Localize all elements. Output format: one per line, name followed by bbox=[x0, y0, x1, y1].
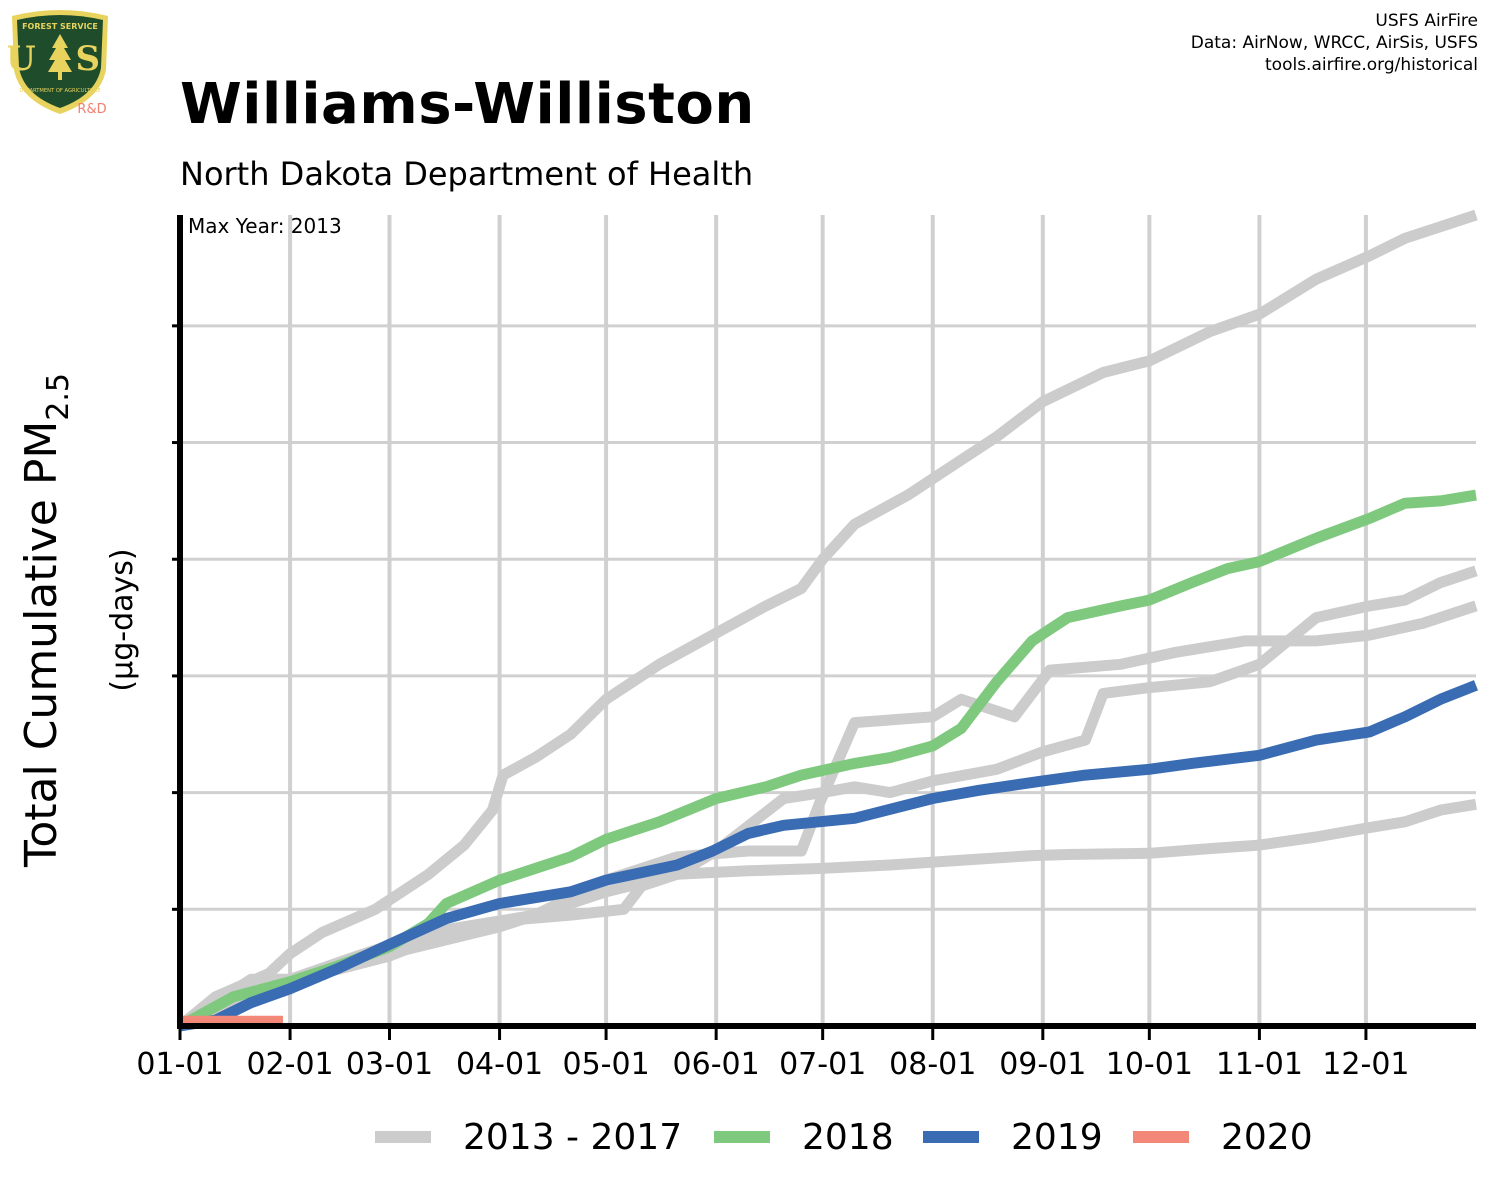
series-line-2013-2017 bbox=[177, 565, 1478, 1032]
y-axis-subscript: 2.5 bbox=[41, 373, 76, 421]
usfs-logo: FOREST SERVICE U S DEPARTMENT OF AGRICUL… bbox=[8, 10, 108, 117]
legend-item-2018: 2018 bbox=[714, 1112, 894, 1162]
y-axis-title: Total Cumulative PM2.5 bbox=[16, 373, 76, 868]
legend-item-2020: 2020 bbox=[1133, 1112, 1313, 1162]
legend: 2013 - 2017 2018 2019 2020 bbox=[0, 1112, 1500, 1162]
legend-swatch bbox=[714, 1131, 770, 1143]
chart-title: Williams-Williston bbox=[180, 72, 755, 137]
legend-swatch bbox=[375, 1131, 431, 1143]
x-tick-label: 04-01 bbox=[456, 1047, 543, 1082]
x-tick-label: 12-01 bbox=[1322, 1047, 1409, 1082]
x-tick-label: 07-01 bbox=[779, 1047, 866, 1082]
legend-swatch bbox=[923, 1131, 979, 1143]
svg-text:Total Cumulative PM2.5: Total Cumulative PM2.5 bbox=[16, 373, 76, 868]
legend-label: 2019 bbox=[1011, 1116, 1103, 1158]
logo-text-top: FOREST SERVICE bbox=[22, 22, 98, 31]
legend-label: 2020 bbox=[1221, 1116, 1313, 1158]
x-tick-label: 11-01 bbox=[1216, 1047, 1303, 1082]
x-tick-label: 02-01 bbox=[246, 1047, 333, 1082]
x-tick-labels: 01-01 02-01 03-01 04-01 05-01 06-01 07-01 08-01… bbox=[136, 1047, 1409, 1082]
series-line-2019 bbox=[179, 680, 1479, 1032]
credit-line: tools.airfire.org/historical bbox=[1265, 55, 1478, 75]
y-axis-units: (µg-days) bbox=[105, 548, 140, 691]
x-tick-label: 01-01 bbox=[136, 1047, 223, 1082]
legend-item-2019: 2019 bbox=[923, 1112, 1103, 1162]
x-tick-label: 08-01 bbox=[889, 1047, 976, 1082]
x-tick-label: 06-01 bbox=[673, 1047, 760, 1082]
x-tick-label: 09-01 bbox=[999, 1047, 1086, 1082]
chart-subtitle: North Dakota Department of Health bbox=[180, 155, 754, 193]
legend-label: 2013 - 2017 bbox=[463, 1116, 683, 1158]
legend-item-2013-2017: 2013 - 2017 bbox=[375, 1112, 682, 1162]
x-tick-label: 05-01 bbox=[562, 1047, 649, 1082]
legend-swatch bbox=[1133, 1131, 1189, 1143]
series-line-2013-2017 bbox=[176, 209, 1478, 1031]
credit-line: USFS AirFire bbox=[1375, 11, 1478, 31]
rd-badge: R&D bbox=[77, 102, 106, 117]
max-year-annotation: Max Year: 2013 bbox=[188, 214, 342, 238]
axes bbox=[172, 215, 1476, 1040]
y-axis-units-wrap: (µg-days) bbox=[105, 548, 140, 691]
x-tick-label: 03-01 bbox=[346, 1047, 433, 1082]
credit-line: Data: AirNow, WRCC, AirSis, USFS bbox=[1190, 33, 1478, 53]
series-lines bbox=[176, 209, 1479, 1032]
credits: USFS AirFire Data: AirNow, WRCC, AirSis,… bbox=[1191, 10, 1478, 76]
logo-text-bottom: DEPARTMENT OF AGRICULTURE bbox=[19, 88, 100, 94]
y-axis-label: Total Cumulative PM bbox=[16, 421, 67, 868]
tree-icon bbox=[48, 34, 72, 72]
x-tick-label: 10-01 bbox=[1106, 1047, 1193, 1082]
legend-label: 2018 bbox=[802, 1116, 894, 1158]
